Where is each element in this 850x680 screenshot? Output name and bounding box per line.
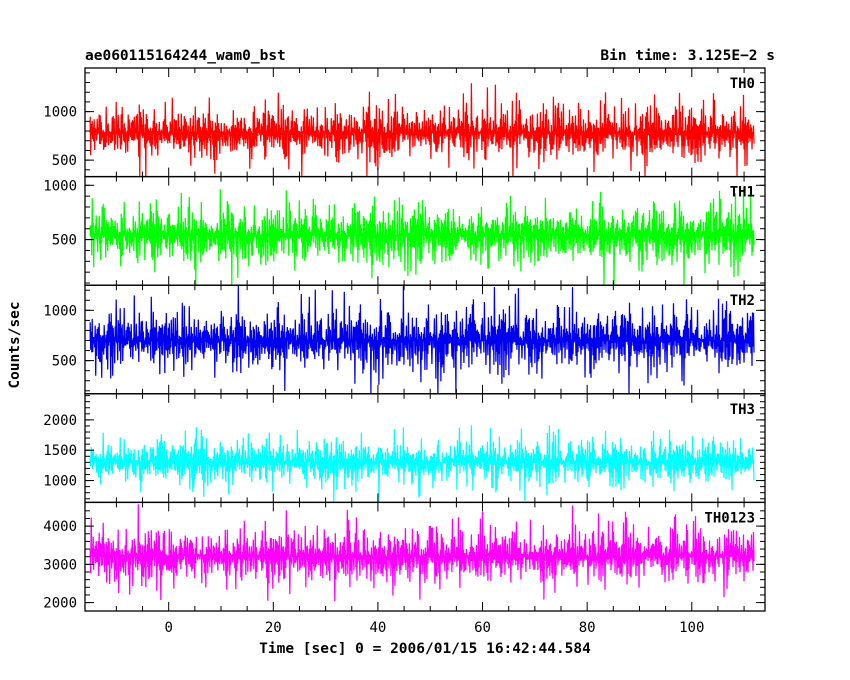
y-tick-label: 500: [52, 233, 77, 249]
panels-group: 500 1000 TH0 500 1000 TH1 500 1000 TH2 1000 1500 20…: [43, 67, 766, 612]
panel-th3: 1000 1500 2000 TH3: [43, 393, 766, 504]
panel-th2: 500 1000 TH2: [43, 284, 766, 395]
x-tick-label: 80: [579, 620, 596, 636]
panel-th1: 500 1000 TH1: [43, 175, 766, 286]
panel-th0: 500 1000 TH0: [43, 67, 766, 178]
x-tick-label: 20: [265, 620, 282, 636]
x-tick-label: 0: [164, 620, 172, 636]
y-tick-label: 2000: [43, 413, 77, 429]
y-tick-label: 1500: [43, 443, 77, 459]
panel-th0123: 2000 3000 4000 TH0123: [43, 501, 766, 612]
x-tick-label: 60: [474, 620, 491, 636]
y-tick-label: 3000: [43, 557, 77, 573]
series-line-th1: [89, 187, 755, 286]
chart-subtitle: Bin time: 3.125E−2 s: [600, 48, 775, 64]
y-axis-label: Counts/sec: [7, 301, 23, 388]
y-tick-label: 1000: [43, 178, 77, 194]
series-label-th0123: TH0123: [704, 510, 755, 526]
series-line-th0123: [89, 504, 755, 602]
series-line-th2: [89, 285, 755, 394]
series-label-th1: TH1: [730, 185, 755, 201]
y-tick-label: 500: [52, 354, 77, 370]
x-axis-label: Time [sec] 0 = 2006/01/15 16:42:44.584: [259, 641, 591, 657]
y-tick-label: 2000: [43, 596, 77, 612]
chart-title: ae060115164244_wam0_bst: [85, 48, 286, 64]
y-tick-label: 1000: [43, 303, 77, 319]
y-tick-label: 500: [52, 153, 77, 169]
series-line-th0: [89, 83, 755, 177]
series-line-th3: [89, 425, 755, 503]
y-tick-label: 1000: [43, 474, 77, 490]
x-tick-label: 100: [679, 620, 704, 636]
y-tick-label: 4000: [43, 519, 77, 535]
y-tick-label: 1000: [43, 105, 77, 121]
x-axis: 0 20 40 60 80 100: [164, 620, 704, 636]
x-tick-label: 40: [369, 620, 386, 636]
panel-frame: [84, 393, 766, 504]
series-label-th2: TH2: [730, 293, 755, 309]
series-label-th3: TH3: [730, 402, 755, 418]
series-label-th0: TH0: [730, 76, 755, 92]
